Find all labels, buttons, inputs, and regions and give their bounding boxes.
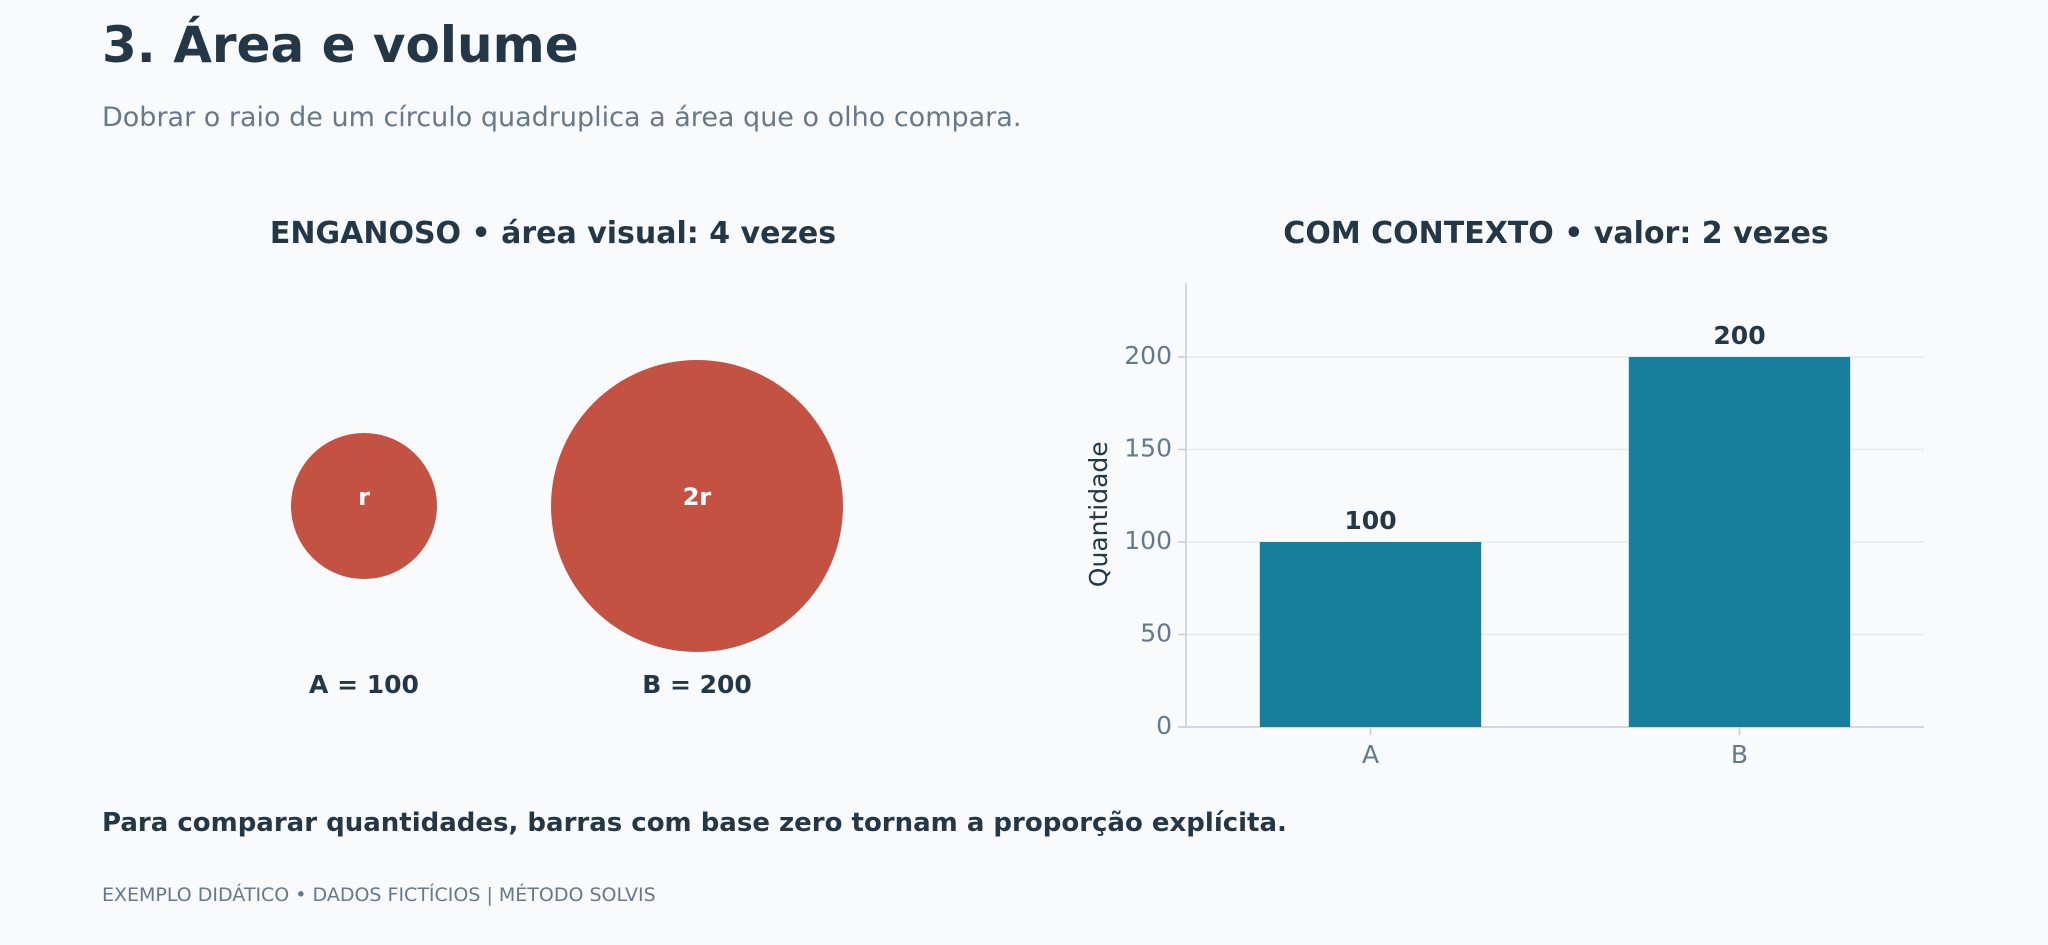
bar-data-label-B: 200 — [1713, 321, 1765, 350]
page-title: 3. Área e volume — [102, 16, 579, 74]
circle-1 — [291, 433, 437, 579]
circle-2 — [551, 360, 843, 652]
y-tick-label: 150 — [1124, 434, 1172, 463]
bar-A — [1259, 542, 1482, 727]
right-panel-title: COM CONTEXTO • valor: 2 vezes — [1283, 216, 1829, 251]
circle-caption-2: B = 200 — [642, 670, 752, 699]
y-tick-label: 0 — [1156, 711, 1172, 740]
circle-inner-label-2: 2r — [683, 483, 712, 511]
page-subtitle: Dobrar o raio de um círculo quadruplica … — [102, 102, 1022, 133]
bar-data-label-A: 100 — [1344, 506, 1396, 535]
y-axis-label: Quantidade — [1084, 441, 1113, 587]
bar-chart: 0 50 100 150 200 100 A 200 B Quantidade — [1084, 283, 1924, 769]
circle-group-1: r A = 100 — [291, 433, 437, 699]
y-tick-label: 200 — [1124, 341, 1172, 370]
y-tick-label: 50 — [1140, 619, 1172, 648]
circle-caption-1: A = 100 — [309, 670, 419, 699]
x-tick-label-B: B — [1731, 740, 1748, 769]
footer-credit: EXEMPLO DIDÁTICO • DADOS FICTÍCIOS | MÉT… — [102, 884, 656, 906]
circles-figure: r A = 100 2r B = 200 — [291, 360, 843, 699]
footer-note: Para comparar quantidades, barras com ba… — [102, 808, 1287, 838]
left-panel-title: ENGANOSO • área visual: 4 vezes — [269, 216, 837, 251]
circle-group-2: 2r B = 200 — [551, 360, 843, 699]
y-tick-label: 100 — [1124, 526, 1172, 555]
circle-inner-label-1: r — [358, 483, 370, 511]
x-tick-label-A: A — [1362, 740, 1379, 769]
bar-B — [1628, 357, 1851, 727]
